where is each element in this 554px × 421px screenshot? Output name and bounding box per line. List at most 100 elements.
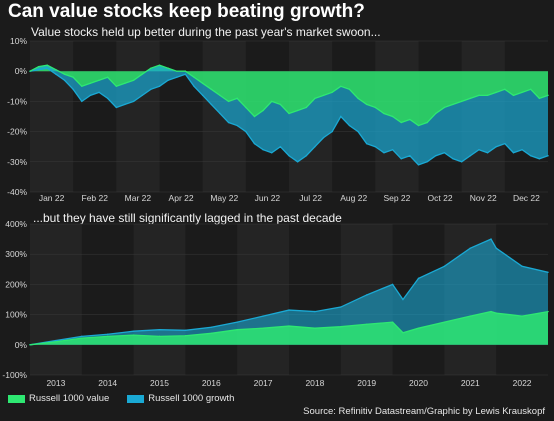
chart1-growth-point: [236, 124, 238, 127]
chart1-growth-point: [141, 94, 143, 97]
chart1-value-point: [37, 65, 40, 68]
chart1-growth-point: [435, 155, 437, 157]
chart1-growth-point: [46, 67, 48, 69]
chart2-band: [30, 224, 82, 375]
chart1-growth-point: [89, 94, 92, 97]
chart1-ytick-label: 0%: [15, 66, 28, 76]
chart1-growth-point: [219, 112, 221, 115]
legend-item-growth: Russell 1000 growth: [127, 393, 234, 404]
chart1-value-point: [227, 100, 230, 103]
chart1-value-point: [314, 97, 316, 100]
chart1-growth-point: [253, 142, 256, 145]
source-note: Source: Refinitiv Datastream/Graphic by …: [303, 406, 545, 417]
chart1-value-point: [452, 103, 454, 106]
chart1-ytick-label: -40%: [7, 187, 27, 197]
chart1-value-point: [150, 67, 152, 69]
chart1-value-point: [495, 91, 497, 94]
chart1-value-point: [279, 103, 282, 106]
chart1-value-point: [55, 68, 57, 71]
chart2-xtick-label: 2019: [357, 378, 376, 388]
chart2-growth-point: [107, 333, 109, 335]
chart1-value-point: [219, 94, 221, 97]
chart1-value-point: [340, 85, 342, 88]
chart1-growth-point: [81, 100, 83, 103]
chart1-growth-area: [30, 65, 548, 165]
chart1-growth-point: [72, 88, 74, 91]
chart1-value-point: [253, 115, 256, 118]
chart1-value-point: [262, 109, 264, 112]
chart1-xtick-label: Nov 22: [470, 193, 497, 203]
chart1-xtick-label: Feb 22: [82, 193, 109, 203]
chart1-growth-point: [305, 155, 307, 157]
chart1-value-area: [30, 65, 548, 126]
chart1-growth-point: [383, 152, 385, 154]
chart1-growth-point: [167, 79, 169, 81]
chart2-value-point: [262, 327, 264, 329]
chart1-value-point: [486, 94, 489, 97]
chart1-growth-point: [374, 146, 377, 148]
chart2-growth-point: [521, 265, 523, 267]
chart1-growth-point: [107, 97, 109, 100]
chart1-growth-point: [98, 91, 100, 94]
chart2-growth-point: [417, 277, 420, 280]
chart2-value-point: [469, 315, 471, 317]
chart1-value-point: [107, 76, 109, 78]
chart1-value-point: [504, 88, 506, 91]
chart-title: Can value stocks keep beating growth?: [8, 1, 365, 22]
chart1-growth-point: [150, 88, 152, 91]
chart1-value-point: [115, 85, 118, 88]
chart2-value-point: [29, 344, 31, 346]
chart1-xtick-label: Aug 22: [340, 193, 367, 203]
chart2-value-point: [236, 329, 238, 331]
chart1-value-point: [81, 85, 83, 88]
chart1-value-point: [391, 115, 394, 118]
chart2-xtick-label: 2015: [150, 378, 169, 388]
chart1-growth-point: [426, 161, 428, 163]
chart1-value-point: [469, 97, 471, 100]
chart1-value-point: [89, 82, 92, 84]
legend-swatch-growth: [127, 394, 145, 403]
chart2-value-point: [417, 327, 420, 329]
chart1-value-point: [443, 106, 446, 109]
chart1-xtick-label: Jan 22: [39, 193, 65, 203]
chart2-value-point: [314, 327, 316, 329]
chart2-growth-point: [55, 339, 57, 342]
chart1-growth-point: [262, 149, 264, 151]
chart2-growth-point: [366, 294, 368, 296]
chart2-value-point: [158, 335, 161, 338]
chart1-value-point: [201, 82, 204, 84]
chart1-growth-point: [115, 106, 118, 109]
chart2-growth-point: [81, 335, 83, 338]
chart1-xtick-label: May 22: [210, 193, 238, 203]
chart1-value-point: [132, 79, 135, 81]
chart2-growth-point: [547, 271, 549, 274]
chart1-growth-point: [504, 142, 506, 145]
chart1-value-point: [409, 118, 411, 121]
chart1-value-point: [512, 94, 515, 97]
chart1-xtick-label: Jun 22: [255, 193, 281, 203]
chart1-growth-point: [547, 155, 549, 157]
chart1-growth-point: [184, 73, 187, 75]
chart2-ytick-label: 100%: [5, 310, 27, 320]
chart1-growth-point: [331, 130, 333, 133]
chart1-growth-point: [176, 76, 178, 78]
chart1-xtick-label: Apr 22: [169, 193, 194, 203]
chart2-growth-point: [158, 329, 161, 331]
chart2-value-point: [132, 334, 135, 336]
chart2-xtick-label: 2013: [46, 378, 65, 388]
chart1-value-point: [63, 73, 66, 75]
chart2-growth-point: [236, 321, 238, 323]
chart1-value-point: [547, 94, 549, 97]
chart2-value-point: [55, 341, 57, 343]
chart2-value-point: [210, 332, 212, 335]
chart1-value-point: [322, 94, 325, 97]
chart1-value-point: [245, 106, 247, 109]
chart1-growth-point: [521, 149, 523, 151]
chart2-value-point: [402, 332, 404, 334]
chart1-ytick-label: -20%: [7, 127, 27, 137]
chart2-xtick-label: 2020: [409, 378, 428, 388]
chart2-growth-point: [402, 298, 404, 301]
chart1-growth-point: [296, 161, 299, 163]
chart1-growth-point: [322, 136, 325, 139]
legend-swatch-value: [8, 394, 25, 403]
